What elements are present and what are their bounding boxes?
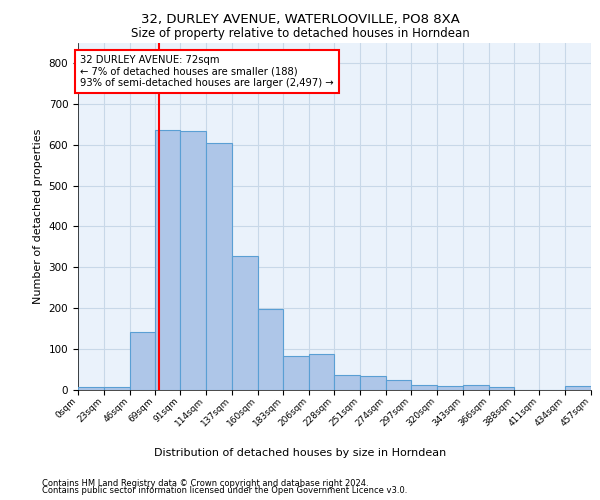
Bar	[360, 376, 386, 390]
Y-axis label: Number of detached properties: Number of detached properties	[33, 128, 43, 304]
Bar	[130, 332, 155, 390]
Text: 32, DURLEY AVENUE, WATERLOOVILLE, PO8 8XA: 32, DURLEY AVENUE, WATERLOOVILLE, PO8 8X…	[140, 12, 460, 26]
Bar	[180, 131, 206, 390]
Text: Size of property relative to detached houses in Horndean: Size of property relative to detached ho…	[131, 28, 469, 40]
Bar	[78, 387, 104, 390]
Text: Distribution of detached houses by size in Horndean: Distribution of detached houses by size …	[154, 448, 446, 458]
Bar	[489, 386, 514, 390]
Bar	[386, 380, 412, 390]
Bar	[437, 386, 463, 390]
Text: Contains public sector information licensed under the Open Government Licence v3: Contains public sector information licen…	[42, 486, 407, 495]
Text: Contains HM Land Registry data © Crown copyright and database right 2024.: Contains HM Land Registry data © Crown c…	[42, 478, 368, 488]
Bar	[283, 356, 309, 390]
Bar	[334, 375, 360, 390]
Bar	[463, 385, 489, 390]
Bar	[309, 354, 334, 390]
Bar	[412, 385, 437, 390]
Bar	[232, 256, 257, 390]
Bar	[206, 142, 232, 390]
Bar	[257, 309, 283, 390]
Text: 32 DURLEY AVENUE: 72sqm
← 7% of detached houses are smaller (188)
93% of semi-de: 32 DURLEY AVENUE: 72sqm ← 7% of detached…	[80, 55, 334, 88]
Bar	[155, 130, 180, 390]
Bar	[565, 386, 591, 390]
Bar	[104, 386, 130, 390]
